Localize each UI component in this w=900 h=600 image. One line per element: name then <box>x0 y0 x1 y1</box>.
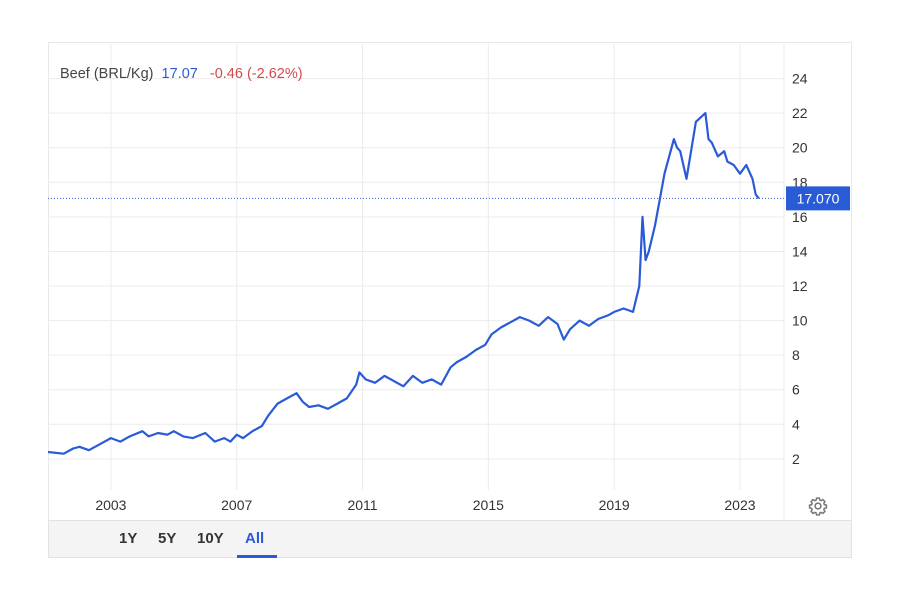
y-tick-label: 16 <box>792 209 808 225</box>
y-tick-label: 4 <box>792 416 800 432</box>
y-tick-label: 12 <box>792 278 808 294</box>
y-tick-label: 8 <box>792 347 800 363</box>
range-button-5y[interactable]: 5Y <box>158 530 177 547</box>
x-tick-label: 2007 <box>221 497 252 513</box>
range-button-all[interactable]: All <box>245 530 265 547</box>
gear-icon[interactable] <box>808 496 828 516</box>
y-tick-label: 18 <box>792 174 808 190</box>
legend-series-name: Beef (BRL/Kg) <box>60 66 154 82</box>
y-tick-label: 2 <box>792 451 800 467</box>
x-tick-label: 2015 <box>473 497 504 513</box>
y-tick-label: 20 <box>792 140 808 156</box>
chart-legend: Beef (BRL/Kg) 17.07 -0.46 (-2.62%) <box>60 66 303 82</box>
y-tick-label: 14 <box>792 243 808 259</box>
current-price-badge-label: 17.070 <box>797 190 840 206</box>
x-tick-label: 2023 <box>724 497 755 513</box>
legend-change: -0.46 (-2.62%) <box>209 66 303 82</box>
y-tick-label: 10 <box>792 313 808 329</box>
x-tick-label: 2019 <box>599 497 630 513</box>
x-tick-label: 2011 <box>347 497 377 513</box>
y-tick-label: 24 <box>792 71 808 87</box>
y-tick-label: 22 <box>792 105 808 121</box>
range-button-10y[interactable]: 10Y <box>197 530 224 547</box>
active-range-underline <box>237 555 277 558</box>
current-price-badge <box>786 186 850 211</box>
chart-frame <box>48 42 852 558</box>
series-line <box>47 111 760 455</box>
time-range-selector: 1Y 5Y 10Y All <box>48 520 852 558</box>
x-tick-label: 2003 <box>95 497 126 513</box>
y-tick-label: 6 <box>792 382 800 398</box>
range-button-1y[interactable]: 1Y <box>119 530 138 547</box>
legend-current-value: 17.07 <box>161 66 198 82</box>
